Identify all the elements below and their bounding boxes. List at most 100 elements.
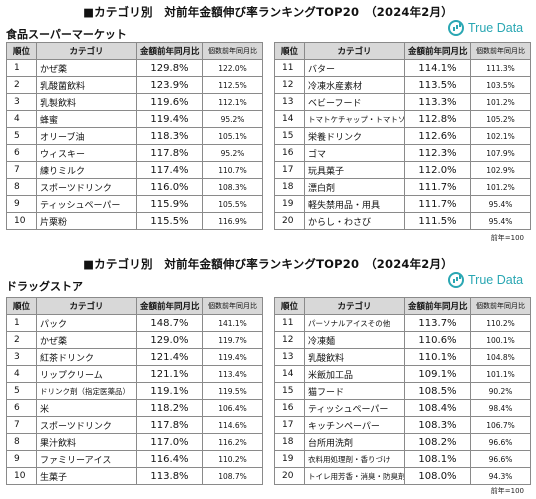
table-row: 15 栄養ドリンク 112.6% 102.1% <box>274 127 531 145</box>
yoy-cell: 148.7% <box>136 314 203 332</box>
rank-cell: 5 <box>6 127 37 145</box>
rank-cell: 9 <box>6 195 37 213</box>
category-header: カテゴリ <box>304 42 405 60</box>
logo-text: True Data <box>468 21 524 35</box>
rank-cell: 18 <box>274 178 305 196</box>
yoy-cell: 114.1% <box>404 59 471 77</box>
category-cell: ティッシュペーパー <box>304 399 405 417</box>
rank-cell: 10 <box>6 212 37 230</box>
yoy-cell: 117.8% <box>136 416 203 434</box>
yoy-cell: 117.4% <box>136 161 203 179</box>
index-cell: 108.3% <box>202 178 263 196</box>
yoy-cell: 110.6% <box>404 331 471 349</box>
table-header-row: 順位 カテゴリ 金額前年同月比 個数前年同月比 <box>6 42 263 60</box>
yoy-header: 金額前年同月比 <box>136 42 203 60</box>
table-row: 4 蜂蜜 119.4% 95.2% <box>6 110 263 128</box>
category-cell: バター <box>304 59 405 77</box>
rank-cell: 5 <box>6 382 37 400</box>
table-body: 1 パック 148.7% 141.1% 2 かぜ薬 129.0% 119.7% 3 紅茶ドリンク 1… <box>6 314 263 485</box>
yoy-cell: 108.3% <box>404 416 471 434</box>
yoy-cell: 112.6% <box>404 127 471 145</box>
rank-cell: 15 <box>274 382 305 400</box>
category-cell: 蜂蜜 <box>36 110 137 128</box>
channel-label: ドラッグストア <box>6 280 83 293</box>
yoy-cell: 113.3% <box>404 93 471 111</box>
yoy-header: 金額前年同月比 <box>404 42 471 60</box>
yoy-cell: 121.1% <box>136 365 203 383</box>
yoy-cell: 123.9% <box>136 76 203 94</box>
panel-title: ■カテゴリ別 対前年金額伸び率ランキングTOP20 （2024年2月） <box>83 5 453 19</box>
table-row: 5 ドリンク剤（指定医薬品） 119.1% 119.5% <box>6 382 263 400</box>
rank-cell: 12 <box>274 331 305 349</box>
table-row: 16 ゴマ 112.3% 107.9% <box>274 144 531 162</box>
category-cell: 乳酸飲料 <box>304 348 405 366</box>
category-cell: 漂白剤 <box>304 178 405 196</box>
table-row: 1 かぜ薬 129.8% 122.0% <box>6 59 263 77</box>
category-cell: 玩具菓子 <box>304 161 405 179</box>
table-row: 18 漂白剤 111.7% 101.2% <box>274 178 531 196</box>
index-cell: 107.9% <box>470 144 531 162</box>
yoy-cell: 115.9% <box>136 195 203 213</box>
table-row: 9 ティッシュペーパー 115.9% 105.5% <box>6 195 263 213</box>
table-row: 10 片栗粉 115.5% 116.9% <box>6 212 263 230</box>
category-cell: 米 <box>36 399 137 417</box>
index-cell: 114.6% <box>202 416 263 434</box>
table-row: 5 オリーブ油 118.3% 105.1% <box>6 127 263 145</box>
index-header: 個数前年同月比 <box>470 297 531 315</box>
category-cell: 冷凍水産素材 <box>304 76 405 94</box>
yoy-cell: 112.0% <box>404 161 471 179</box>
bar-chart-icon <box>448 20 464 36</box>
category-cell: トイレ用芳香・消臭・防臭剤 <box>304 467 405 485</box>
category-cell: ゴマ <box>304 144 405 162</box>
rank-cell: 13 <box>274 348 305 366</box>
yoy-cell: 116.4% <box>136 450 203 468</box>
index-cell: 119.7% <box>202 331 263 349</box>
rank-cell: 7 <box>6 161 37 179</box>
category-cell: 乳酸菌飲料 <box>36 76 137 94</box>
panel-title: ■カテゴリ別 対前年金額伸び率ランキングTOP20 （2024年2月） <box>83 257 453 271</box>
index-header: 個数前年同月比 <box>470 42 531 60</box>
rank-cell: 4 <box>6 365 37 383</box>
rank-cell: 18 <box>274 433 305 451</box>
table-row: 3 紅茶ドリンク 121.4% 119.4% <box>6 348 263 366</box>
yoy-header: 金額前年同月比 <box>136 297 203 315</box>
index-cell: 96.6% <box>470 450 531 468</box>
yoy-cell: 118.2% <box>136 399 203 417</box>
table-row: 15 猫フード 108.5% 90.2% <box>274 382 531 400</box>
index-header: 個数前年同月比 <box>202 297 263 315</box>
table-row: 11 パーソナルアイスその他 113.7% 110.2% <box>274 314 531 332</box>
table-row: 1 パック 148.7% 141.1% <box>6 314 263 332</box>
channel-label: 食品スーパーマーケット <box>6 28 127 41</box>
index-cell: 110.2% <box>202 450 263 468</box>
yoy-cell: 121.4% <box>136 348 203 366</box>
rank-cell: 14 <box>274 365 305 383</box>
index-cell: 102.1% <box>470 127 531 145</box>
rank-cell: 2 <box>6 76 37 94</box>
index-cell: 108.7% <box>202 467 263 485</box>
rank-cell: 1 <box>6 59 37 77</box>
yoy-cell: 118.3% <box>136 127 203 145</box>
table-row: 2 乳酸菌飲料 123.9% 112.5% <box>6 76 263 94</box>
table-row: 14 米飯加工品 109.1% 101.1% <box>274 365 531 383</box>
table-row: 4 リップクリーム 121.1% 113.4% <box>6 365 263 383</box>
rank-cell: 8 <box>6 433 37 451</box>
category-cell: 生菓子 <box>36 467 137 485</box>
rank-cell: 3 <box>6 348 37 366</box>
baseline-note: 前年=100 <box>490 487 524 495</box>
category-cell: からし・わさび <box>304 212 405 230</box>
rank-cell: 6 <box>6 144 37 162</box>
rank-cell: 15 <box>274 127 305 145</box>
yoy-cell: 113.7% <box>404 314 471 332</box>
index-cell: 116.2% <box>202 433 263 451</box>
rank-cell: 11 <box>274 314 305 332</box>
true-data-logo: True Data <box>448 272 523 288</box>
category-cell: 衣料用処理剤・香りづけ <box>304 450 405 468</box>
table-header-row: 順位 カテゴリ 金額前年同月比 個数前年同月比 <box>6 297 263 315</box>
rank-cell: 14 <box>274 110 305 128</box>
rank-cell: 10 <box>6 467 37 485</box>
yoy-cell: 108.4% <box>404 399 471 417</box>
rank-cell: 17 <box>274 416 305 434</box>
table-row: 3 乳製飲料 119.6% 112.1% <box>6 93 263 111</box>
rank-cell: 6 <box>6 399 37 417</box>
